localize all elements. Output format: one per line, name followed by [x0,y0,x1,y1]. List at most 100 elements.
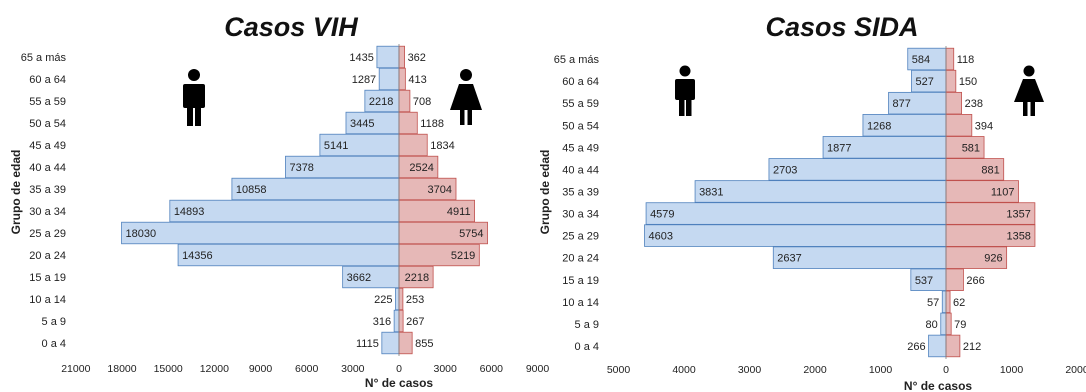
data-label: 5141 [324,140,348,152]
bar-right [398,287,404,311]
data-label: 2218 [405,272,429,284]
xtick-label: 6000 [295,363,319,375]
xtick-label: 9000 [526,363,550,375]
data-label: 3831 [699,186,723,198]
bar-left [941,290,947,314]
xtick-label: 1000 [1000,364,1024,376]
ytick-label: 50 a 54 [562,120,599,132]
ytick-label: 65 a más [554,54,600,66]
data-label: 150 [959,76,977,88]
bar-right [945,334,961,358]
xtick-label: 4000 [672,364,696,376]
bar-right [398,331,413,355]
data-label: 4603 [649,231,673,243]
chart-vih-xtick-labels: 21000 18000 15000 12000 9000 6000 3000 0 3000 600… [61,363,549,375]
ytick-label: 60 a 64 [29,74,66,86]
bar-right [945,312,952,336]
data-label: 14356 [182,250,213,262]
chart-sida: Casos SIDA Grupo de edad N° de casos 65 … [538,12,1086,392]
chart-vih-xlabel: N° de casos [365,376,433,390]
bar-left [645,202,947,225]
ytick-label: 20 a 24 [29,250,66,262]
ytick-label: 55 a 59 [562,98,599,110]
data-label: 62 [953,297,965,309]
xtick-label: 0 [396,363,402,375]
data-label: 708 [413,96,431,108]
ytick-label: 15 a 19 [29,272,66,284]
bar-right [398,67,406,91]
chart-vih: Casos VIH Grupo de edad N° de casos 65 a… [9,12,549,390]
ytick-label: 60 a 64 [562,76,599,88]
ytick-label: 25 a 29 [562,231,599,243]
chart-vih-ylabel: Grupo de edad [9,150,23,235]
ytick-label: 50 a 54 [29,118,66,130]
data-label: 881 [981,164,999,176]
bar-right [398,309,404,333]
data-label: 2703 [773,164,797,176]
bar-right [398,133,428,157]
data-label: 362 [408,52,426,64]
data-label: 2218 [369,96,393,108]
data-label: 212 [963,341,981,353]
data-label: 3704 [428,184,452,196]
bar-right [945,47,955,71]
data-label: 4579 [650,209,674,221]
data-label: 5754 [459,228,483,240]
data-label: 79 [954,319,966,331]
ytick-label: 55 a 59 [29,96,66,108]
data-label: 394 [975,120,993,132]
data-label: 855 [415,338,433,350]
ytick-label: 20 a 24 [562,253,599,265]
ytick-label: 5 a 9 [575,319,599,331]
chart-sida-title: Casos SIDA [765,12,918,42]
xtick-label: 2000 [1065,364,1086,376]
male-figure-icon [675,65,695,116]
data-label: 238 [965,98,983,110]
ytick-label: 30 a 34 [562,209,599,221]
data-label: 7378 [289,162,313,174]
xtick-label: 3000 [738,364,762,376]
chart-sida-ytick-labels: 65 a más 60 a 64 55 a 59 50 a 54 45 a 49 40 a… [554,54,600,353]
ytick-label: 0 a 4 [42,338,66,350]
ytick-label: 35 a 39 [562,186,599,198]
data-label: 527 [915,76,933,88]
data-label: 1188 [420,118,444,130]
data-label: 57 [927,297,939,309]
data-label: 2637 [777,253,801,265]
bar-right [945,69,957,93]
ytick-label: 40 a 44 [29,162,66,174]
bar-left [376,45,400,69]
data-label: 18030 [126,228,157,240]
data-label: 10858 [236,184,267,196]
ytick-label: 25 a 29 [29,228,66,240]
bar-right [398,45,405,69]
chart-sida-xtick-labels: 5000 4000 3000 2000 1000 0 1000 2000 [607,364,1086,376]
data-label: 1834 [430,140,454,152]
bar-right [945,91,962,115]
data-label: 1435 [349,52,373,64]
female-figure-icon [1014,65,1044,116]
ytick-label: 45 a 49 [562,142,599,154]
ytick-label: 35 a 39 [29,184,66,196]
ytick-label: 40 a 44 [562,164,599,176]
bar-left [395,287,400,311]
chart-vih-ytick-labels: 65 a más 60 a 64 55 a 59 50 a 54 45 a 49 40 a… [21,52,67,350]
ytick-label: 65 a más [21,52,67,64]
xtick-label: 12000 [200,363,229,375]
bar-left [694,180,947,203]
xtick-label: 1000 [869,364,893,376]
data-label: 267 [406,316,424,328]
xtick-label: 2000 [803,364,827,376]
data-label: 225 [374,294,392,306]
data-label: 3662 [347,272,371,284]
ytick-label: 0 a 4 [575,341,599,353]
data-label: 253 [406,294,424,306]
data-label: 3445 [350,118,374,130]
ytick-label: 10 a 14 [562,297,599,309]
bar-right [945,268,964,291]
chart-sida-bars [644,46,1036,359]
female-figure-icon [450,69,482,125]
xtick-label: 3000 [341,363,365,375]
bar-right [945,290,951,314]
data-label: 1287 [352,74,376,86]
